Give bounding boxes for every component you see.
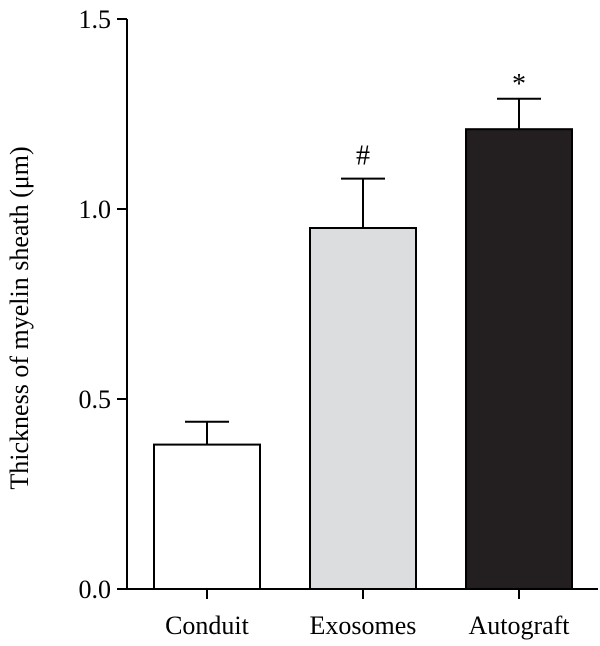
x-tick-label-conduit: Conduit	[165, 611, 250, 640]
x-tick-label-exosomes: Exosomes	[310, 611, 417, 640]
bar-exosomes	[309, 227, 417, 590]
bar-autograft	[465, 128, 573, 590]
x-axis	[127, 588, 598, 599]
bar-conduit	[153, 443, 261, 590]
x-tick-label-autograft: Autograft	[468, 611, 570, 640]
significance-marker-autograft: *	[512, 69, 526, 100]
labels: Conduit Exosomes # Autograft *	[165, 69, 570, 640]
y-tick-label: 1.5	[79, 5, 112, 34]
y-tick-label: 0.0	[79, 575, 112, 604]
y-axis: 0.0 0.5 1.0 1.5	[79, 5, 128, 604]
y-tick-label: 0.5	[79, 385, 112, 414]
y-tick-label: 1.0	[79, 195, 112, 224]
y-axis-title: Thickness of myelin sheath (μm)	[5, 146, 34, 489]
bars	[153, 97, 573, 590]
significance-marker-exosomes: #	[356, 141, 370, 172]
